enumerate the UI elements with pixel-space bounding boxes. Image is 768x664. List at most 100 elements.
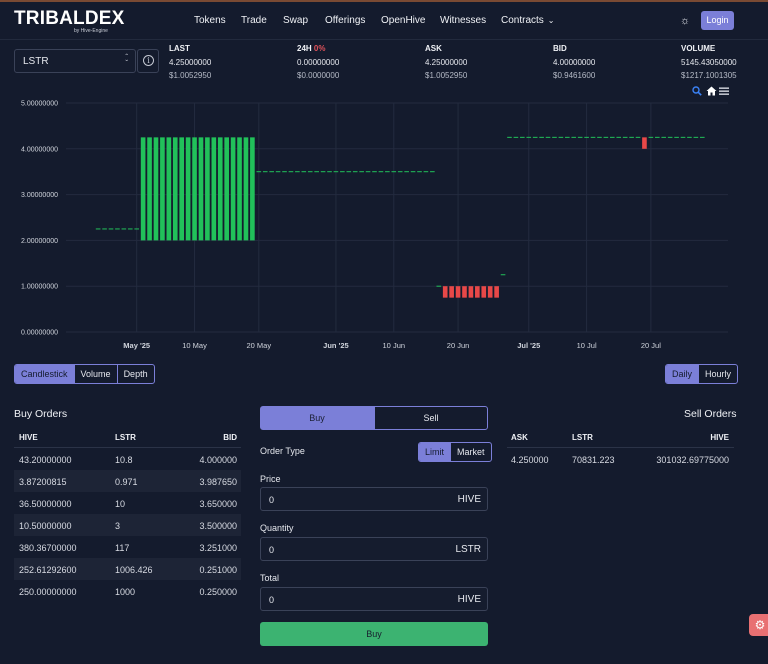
table-cell: 36.50000000: [19, 499, 72, 509]
total-input[interactable]: 0 HIVE: [260, 587, 488, 611]
table-cell: 1000: [115, 587, 136, 597]
quantity-input[interactable]: 0 LSTR: [260, 537, 488, 561]
candle: [224, 137, 229, 241]
table-cell: 250.00000000: [19, 587, 77, 597]
buy-submit-button[interactable]: Buy: [260, 622, 488, 646]
y-tick-label: 0.00000000: [21, 330, 58, 337]
stat-ask-usd: $1.0052950: [425, 71, 468, 80]
table-cell: 3.251000: [199, 543, 237, 553]
nav-trade[interactable]: Trade: [241, 15, 267, 26]
zoom-icon[interactable]: [692, 86, 702, 99]
stat-bid-usd: $0.9461600: [553, 71, 596, 80]
y-tick-label: 2.00000000: [21, 238, 58, 245]
candlestick-button[interactable]: Candlestick: [15, 365, 74, 383]
col-bid: BID: [223, 433, 237, 442]
table-cell: 0.971: [115, 477, 138, 487]
sun-icon[interactable]: ☼: [680, 15, 691, 27]
table-row[interactable]: 3.87200815 0.971 3.987650: [14, 470, 241, 492]
y-tick-label: 5.00000000: [21, 101, 58, 108]
candle: [237, 137, 242, 241]
stat-last-usd: $1.0052950: [169, 71, 212, 80]
table-cell: 10: [115, 499, 126, 509]
sell-tab[interactable]: Sell: [374, 406, 488, 430]
table-cell: 43.20000000: [19, 455, 72, 465]
candle: [481, 286, 487, 298]
nav-contracts-dropdown[interactable]: Contracts ⌄: [501, 15, 555, 26]
price-value: 0: [269, 495, 275, 505]
login-button[interactable]: Login: [701, 11, 734, 30]
x-tick-label: 10 May: [182, 341, 207, 350]
tribaldex-logo[interactable]: TRIBALDEX by Hive-Engine: [14, 9, 125, 35]
daily-button[interactable]: Daily: [666, 365, 699, 383]
candle: [192, 137, 197, 241]
table-row[interactable]: 380.36700000 117 3.251000: [14, 536, 241, 558]
buy-tab[interactable]: Buy: [260, 406, 374, 430]
volume-button[interactable]: Volume: [73, 365, 117, 383]
candle: [147, 137, 152, 241]
stat-bid-label: BID: [553, 44, 567, 53]
x-tick-label: 20 Jul: [641, 341, 661, 350]
hourly-button[interactable]: Hourly: [698, 365, 737, 383]
top-accent-line: [0, 0, 768, 2]
nav-tokens[interactable]: Tokens: [194, 15, 226, 26]
table-cell: 3: [115, 521, 121, 531]
x-tick-label: 20 May: [247, 341, 272, 350]
table-cell: 10.50000000: [19, 521, 72, 531]
x-tick-label: May '25: [123, 341, 150, 350]
table-cell: 252.61292600: [19, 565, 77, 575]
table-cell: 3.87200815: [19, 477, 67, 487]
table-cell: 301032.69775000: [656, 455, 729, 465]
stat-bid-value: 4.00000000: [553, 58, 596, 67]
stat-last-label: LAST: [169, 44, 190, 53]
table-row[interactable]: 250.00000000 1000 0.250000: [14, 580, 241, 602]
table-row[interactable]: 252.61292600 1006.426 0.251000: [14, 558, 241, 580]
x-tick-label: Jun '25: [323, 341, 349, 350]
candle: [494, 286, 499, 298]
price-chart[interactable]: 0.00000000 1.00000000 2.00000000 3.00000000…: [0, 84, 768, 354]
table-row[interactable]: 43.20000000 10.8 4.000000: [14, 448, 241, 470]
price-input[interactable]: 0 HIVE: [260, 487, 488, 511]
candle: [179, 137, 185, 241]
nav-swap[interactable]: Swap: [283, 15, 309, 26]
candle: [166, 137, 172, 241]
table-row[interactable]: 10.50000000 3 3.500000: [14, 514, 241, 536]
nav-contracts-label: Contracts: [501, 15, 544, 26]
col-lstr: LSTR: [572, 433, 593, 442]
depth-button[interactable]: Depth: [116, 365, 154, 383]
y-tick-label: 3.00000000: [21, 192, 58, 199]
quantity-label: Quantity: [260, 523, 294, 533]
candle: [160, 137, 165, 241]
table-row[interactable]: 36.50000000 10 3.650000: [14, 492, 241, 514]
price-unit: HIVE: [457, 494, 481, 505]
buy-orders-header: HIVE LSTR BID: [14, 426, 241, 448]
x-tick-label: Jul '25: [517, 341, 540, 350]
table-cell: 3.650000: [199, 499, 237, 509]
stat-last-value: 4.25000000: [169, 58, 212, 67]
candle: [475, 286, 480, 298]
market-button[interactable]: Market: [450, 443, 491, 461]
nav-openhive[interactable]: OpenHive: [381, 15, 426, 26]
home-icon[interactable]: [706, 86, 717, 99]
table-row[interactable]: 4.250000 70831.223 301032.69775000: [507, 448, 734, 470]
nav-offerings[interactable]: Offerings: [325, 15, 366, 26]
settings-gear-icon[interactable]: ⚙: [749, 614, 768, 636]
col-lstr: LSTR: [115, 433, 136, 442]
stat-24h-label: 24H: [297, 44, 312, 53]
stat-ask-label: ASK: [425, 44, 442, 53]
nav-witnesses[interactable]: Witnesses: [440, 15, 487, 26]
menu-icon[interactable]: [719, 86, 729, 99]
limit-button[interactable]: Limit: [419, 443, 451, 461]
col-hive: HIVE: [710, 433, 729, 442]
token-select-value: LSTR: [23, 56, 49, 67]
table-cell: 3.500000: [199, 521, 237, 531]
buy-sell-tabs: Buy Sell: [260, 406, 488, 430]
table-cell: 4.000000: [199, 455, 237, 465]
x-tick-label: 20 Jun: [447, 341, 470, 350]
stat-24h-usd: $0.0000000: [297, 71, 340, 80]
sell-orders-table: ASK LSTR HIVE 4.250000 70831.223 301032.69…: [507, 426, 734, 470]
token-info-button[interactable]: i: [137, 49, 159, 73]
info-icon: i: [143, 55, 154, 66]
table-cell: 117: [115, 543, 130, 553]
candle: [468, 286, 474, 298]
